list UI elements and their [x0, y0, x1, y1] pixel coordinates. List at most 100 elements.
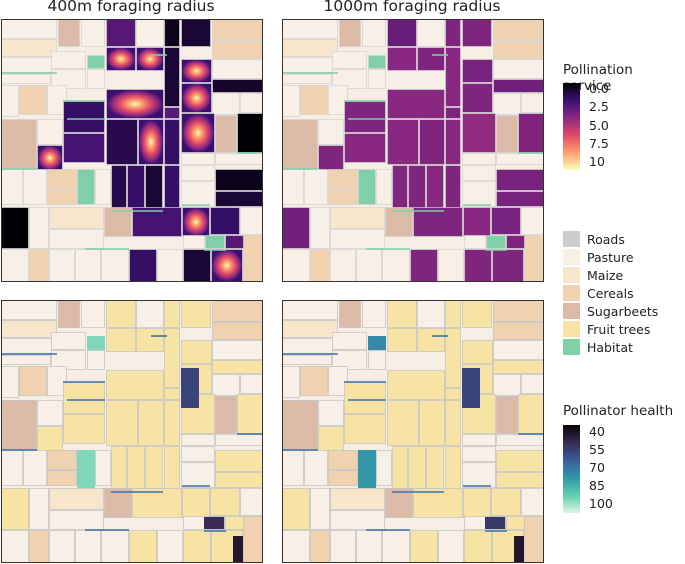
field-cell	[282, 57, 338, 73]
field-cell	[58, 300, 80, 328]
field-cell	[1, 57, 57, 73]
field-cell	[81, 19, 105, 47]
maize-label: Maize	[587, 267, 624, 283]
field-cell	[111, 446, 127, 492]
field-cell	[382, 530, 410, 563]
field-cell	[330, 510, 385, 530]
panel-title-1000m: 1000m foraging radius	[323, 0, 501, 15]
field-cell	[318, 119, 344, 145]
field-cell	[1, 530, 29, 563]
health-tick-4: 100	[589, 496, 613, 511]
field-cell	[417, 328, 445, 352]
field-cell	[417, 19, 445, 47]
field-cell	[492, 249, 524, 282]
field-cell	[493, 374, 521, 396]
field-cell	[95, 450, 111, 486]
field-cell	[104, 207, 132, 237]
field-cell	[524, 516, 544, 563]
field-cell	[462, 462, 496, 488]
field-cell	[47, 169, 77, 189]
pollination-tick-4: 10	[589, 154, 605, 169]
fruit-trees-swatch	[563, 321, 580, 337]
field-cell	[136, 47, 164, 71]
field-cell	[212, 59, 263, 79]
field-cell	[47, 366, 67, 396]
field-cell	[215, 153, 263, 165]
field-cell	[240, 93, 263, 113]
field-cell	[101, 530, 129, 563]
field-cell	[211, 249, 243, 282]
panel-border	[282, 300, 544, 563]
field-cell	[462, 181, 496, 207]
field-cell	[215, 472, 263, 488]
cereals-swatch	[563, 285, 580, 301]
field-cell	[1, 488, 29, 530]
field-cell	[344, 382, 386, 414]
field-cell	[145, 165, 163, 211]
field-cell	[330, 530, 356, 563]
field-cell	[182, 488, 210, 518]
field-cell	[1, 300, 57, 320]
field-cell	[332, 350, 367, 370]
field-cell	[493, 300, 544, 322]
field-cell	[368, 350, 386, 370]
habitat-swatch	[563, 339, 580, 355]
legend-item-maize: Maize	[563, 267, 623, 283]
panel-border	[1, 19, 263, 282]
field-cell	[518, 113, 544, 153]
field-cell	[183, 530, 211, 563]
field-cell	[496, 472, 544, 488]
field-cell	[181, 83, 212, 113]
field-cell	[212, 93, 240, 115]
field-cell	[464, 516, 486, 530]
field-cell	[462, 19, 492, 47]
field-cell	[183, 249, 211, 282]
field-cell	[493, 19, 544, 41]
health-highlight	[87, 336, 105, 350]
field-cell	[215, 169, 263, 191]
field-cell	[164, 300, 180, 328]
field-cell	[77, 169, 95, 205]
field-cell	[51, 350, 86, 370]
health-highlight	[368, 336, 386, 350]
field-cell	[462, 153, 496, 165]
field-cell	[215, 115, 237, 153]
field-cell	[212, 300, 263, 322]
field-cell	[332, 51, 367, 69]
field-cell	[496, 450, 544, 472]
field-cell	[87, 55, 105, 69]
field-cell	[181, 340, 212, 364]
field-cell	[493, 322, 544, 340]
field-cell	[300, 85, 328, 115]
panel-title-400m: 400m foraging radius	[47, 0, 215, 15]
field-cell	[387, 400, 419, 446]
sugarbeets-label: Sugarbeets	[587, 303, 659, 319]
health-highlight	[233, 536, 243, 562]
field-cell	[225, 516, 245, 530]
field-cell	[328, 450, 358, 470]
health-highlight	[77, 450, 95, 488]
field-cell	[49, 249, 75, 282]
field-cell	[49, 207, 104, 229]
field-cell	[426, 165, 444, 211]
field-cell	[318, 400, 344, 426]
field-cell	[127, 165, 145, 211]
field-cell	[310, 488, 330, 530]
field-cell	[237, 113, 263, 153]
field-cell	[49, 530, 75, 563]
roads-label: Roads	[587, 231, 625, 247]
health-highlight	[204, 517, 224, 529]
cereals-label: Cereals	[587, 285, 634, 301]
field-cell	[1, 74, 51, 84]
field-cell	[164, 400, 180, 446]
field-cell	[47, 85, 67, 115]
pollination-tick-0: 0.0	[589, 81, 609, 96]
field-cell	[462, 165, 496, 181]
field-cell	[1, 119, 37, 169]
health-highlight	[358, 450, 376, 488]
panel-border	[282, 19, 544, 282]
health-highlight	[462, 368, 480, 408]
field-cell	[63, 133, 105, 163]
field-cell	[506, 516, 526, 530]
field-cell	[330, 207, 385, 229]
